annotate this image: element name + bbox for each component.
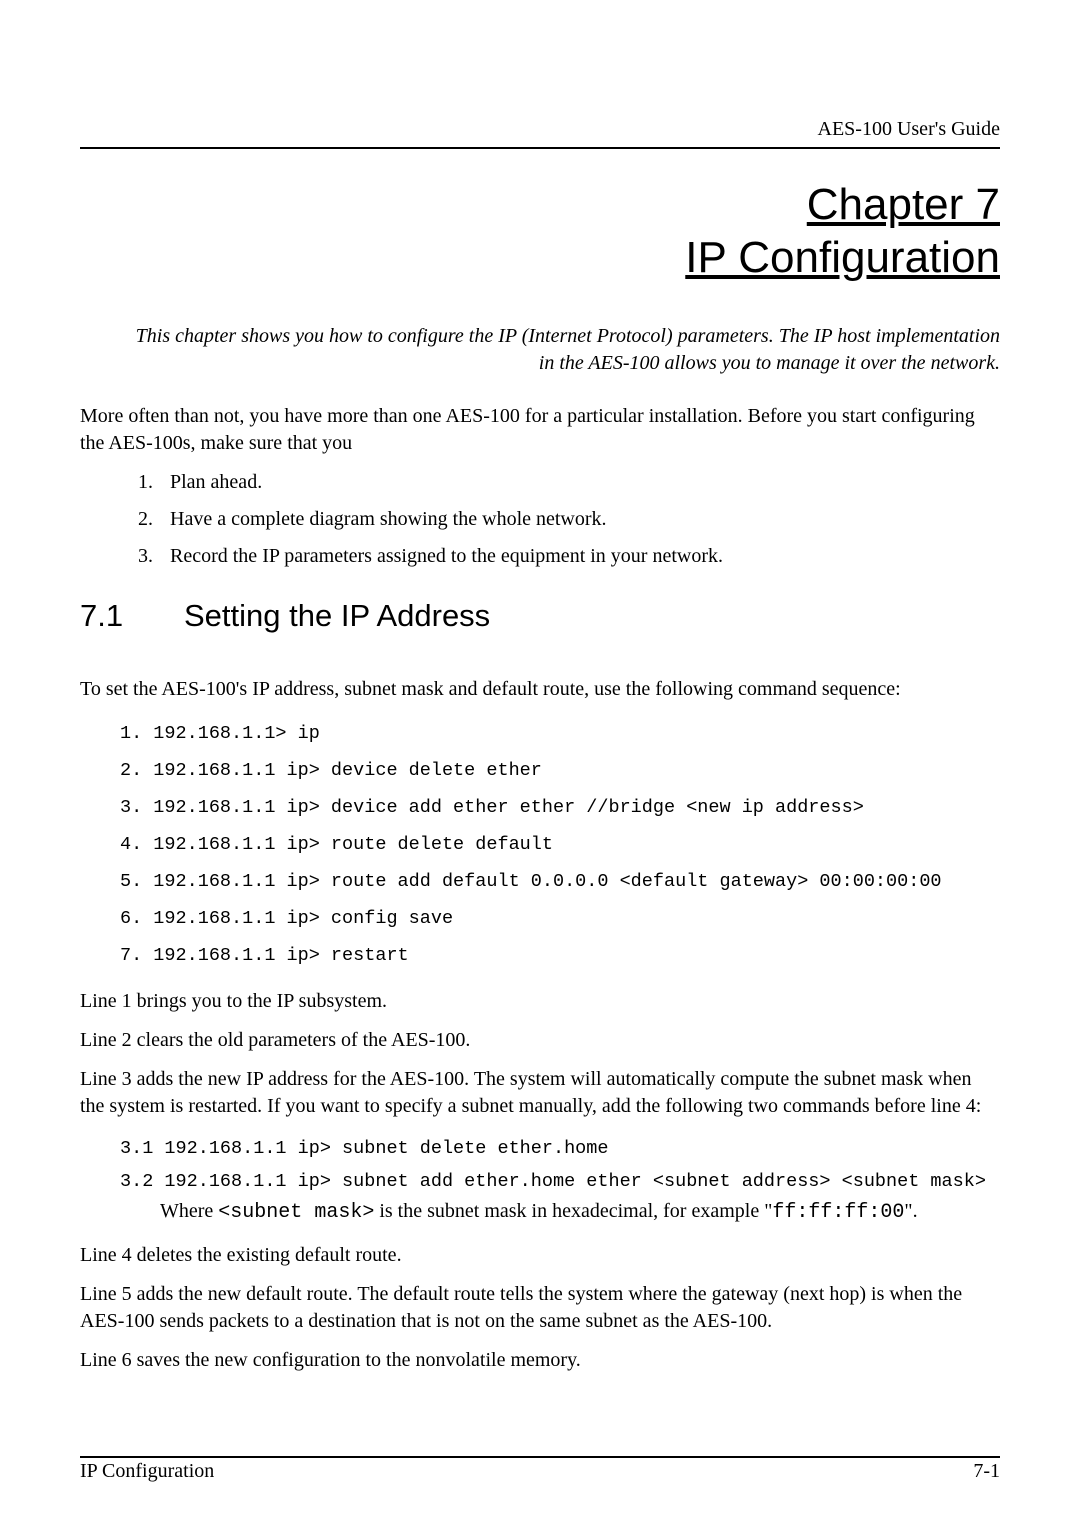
- chapter-number: Chapter 7: [807, 180, 1000, 229]
- list-item: Plan ahead.: [158, 469, 1000, 496]
- where-mono1: <subnet mask>: [218, 1201, 374, 1224]
- footer-left: IP Configuration: [80, 1460, 214, 1483]
- line6-desc: Line 6 saves the new configuration to th…: [80, 1347, 1000, 1374]
- line4-desc: Line 4 deletes the existing default rout…: [80, 1242, 1000, 1269]
- where-prefix: Where: [160, 1200, 218, 1222]
- line5-desc: Line 5 adds the new default route. The d…: [80, 1281, 1000, 1335]
- line3-desc: Line 3 adds the new IP address for the A…: [80, 1066, 1000, 1120]
- chapter-intro: This chapter shows you how to configure …: [130, 323, 1000, 377]
- section-lead: To set the AES-100's IP address, subnet …: [80, 676, 1000, 703]
- chapter-title: Chapter 7 IP Configuration: [80, 179, 1000, 285]
- list-item: Have a complete diagram showing the whol…: [158, 506, 1000, 533]
- section-title: Setting the IP Address: [184, 598, 490, 633]
- header-rule: [80, 147, 1000, 149]
- footer-right: 7-1: [973, 1460, 1000, 1483]
- where-mid: is the subnet mask in hexadecimal, for e…: [374, 1200, 772, 1222]
- intro-paragraph: More often than not, you have more than …: [80, 403, 1000, 457]
- list-item: Record the IP parameters assigned to the…: [158, 543, 1000, 570]
- page-footer: IP Configuration 7-1: [80, 1456, 1000, 1483]
- header-guide-title: AES-100 User's Guide: [80, 118, 1000, 141]
- where-mono2: ff:ff:ff:00: [772, 1201, 904, 1224]
- line1-desc: Line 1 brings you to the IP subsystem.: [80, 988, 1000, 1015]
- section-heading: 7.1Setting the IP Address: [80, 598, 1000, 634]
- intro-list: Plan ahead. Have a complete diagram show…: [158, 469, 1000, 570]
- section-number: 7.1: [80, 598, 184, 634]
- where-suffix: ".: [904, 1200, 917, 1222]
- where-text: Where <subnet mask> is the subnet mask i…: [160, 1198, 1000, 1226]
- code-block-main: 1. 192.168.1.1> ip 2. 192.168.1.1 ip> de…: [120, 715, 1000, 974]
- code-block-subnet: 3.1 192.168.1.1 ip> subnet delete ether.…: [120, 1132, 1000, 1199]
- chapter-name: IP Configuration: [685, 233, 1000, 282]
- footer-row: IP Configuration 7-1: [80, 1460, 1000, 1483]
- footer-rule: [80, 1456, 1000, 1458]
- line2-desc: Line 2 clears the old parameters of the …: [80, 1027, 1000, 1054]
